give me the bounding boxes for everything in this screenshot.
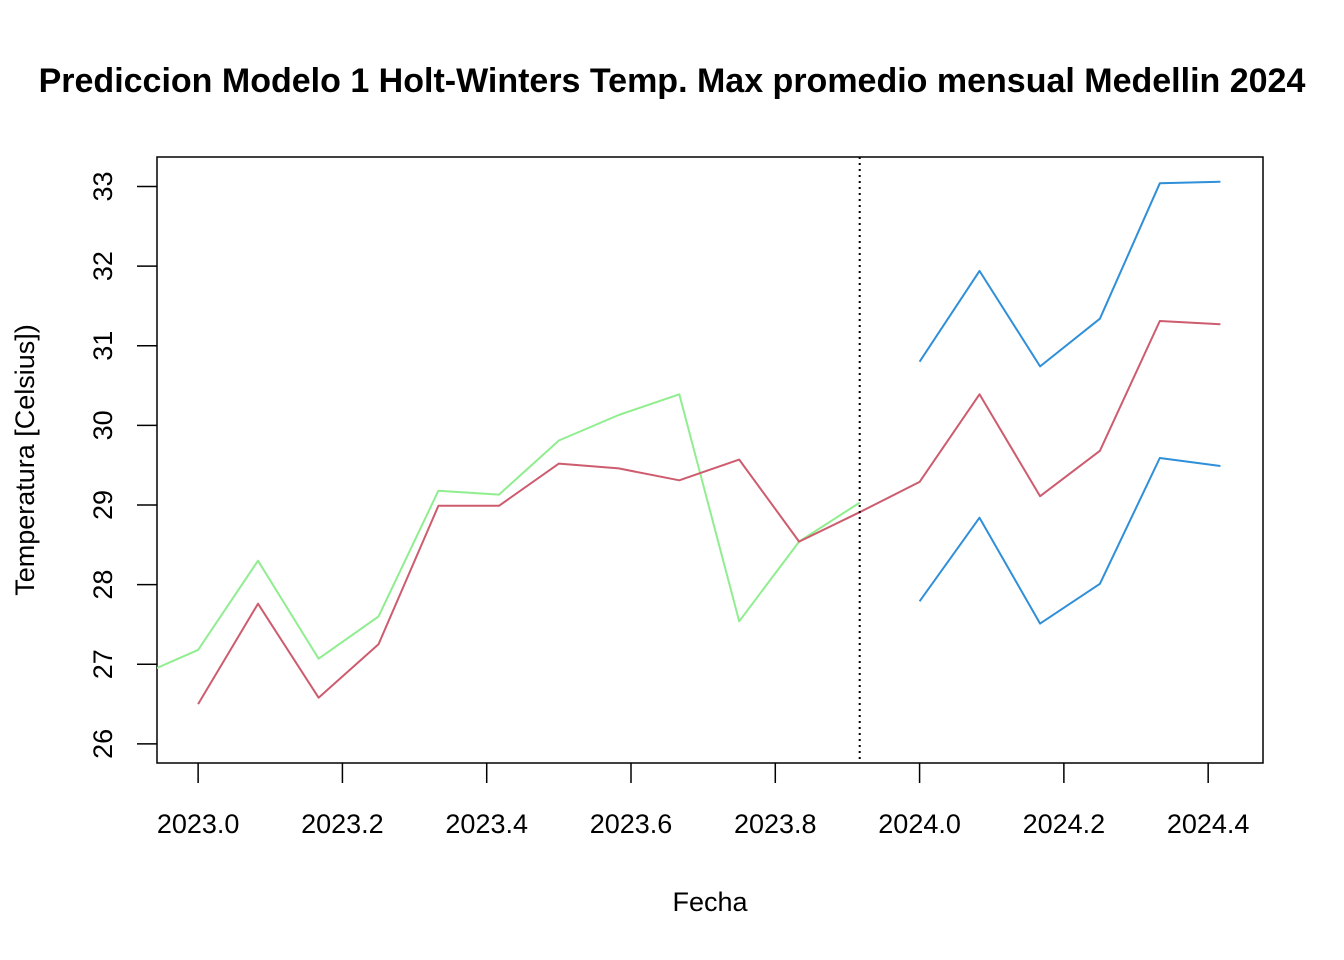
x-tick-label: 2024.0 bbox=[878, 809, 961, 839]
series-line-4 bbox=[918, 457, 1221, 625]
x-axis: 2023.0 2023.2 2023.4 2023.6 2023.8 2024.0 2024… bbox=[157, 763, 1250, 839]
y-tick-label: 31 bbox=[88, 331, 118, 361]
chart-title: Prediccion Modelo 1 Holt-Winters Temp. M… bbox=[39, 62, 1306, 100]
series-line-1 bbox=[157, 393, 861, 670]
y-tick-label: 27 bbox=[88, 649, 118, 679]
y-axis-label: Temperatura [Celsius]) bbox=[10, 324, 40, 596]
y-tick-label: 26 bbox=[88, 729, 118, 759]
x-tick-label: 2023.8 bbox=[734, 809, 817, 839]
x-tick-label: 2023.6 bbox=[590, 809, 673, 839]
y-tick-label: 30 bbox=[88, 410, 118, 440]
x-tick-label: 2023.2 bbox=[301, 809, 384, 839]
y-tick-label: 28 bbox=[88, 570, 118, 600]
x-tick-label: 2024.4 bbox=[1167, 809, 1250, 839]
series-line-3 bbox=[918, 180, 1221, 368]
y-tick-label: 32 bbox=[88, 251, 118, 281]
y-tick-label: 29 bbox=[88, 490, 118, 520]
x-axis-label: Fecha bbox=[672, 887, 748, 917]
x-tick-label: 2023.0 bbox=[157, 809, 240, 839]
x-tick-label: 2024.2 bbox=[1023, 809, 1106, 839]
series-layer bbox=[157, 157, 1221, 763]
plot-frame bbox=[156, 156, 1264, 764]
series-line-2 bbox=[197, 320, 1221, 705]
y-axis: 26 27 28 29 30 31 32 33 bbox=[88, 171, 157, 759]
x-tick-label: 2023.4 bbox=[445, 809, 528, 839]
y-tick-label: 33 bbox=[88, 171, 118, 201]
